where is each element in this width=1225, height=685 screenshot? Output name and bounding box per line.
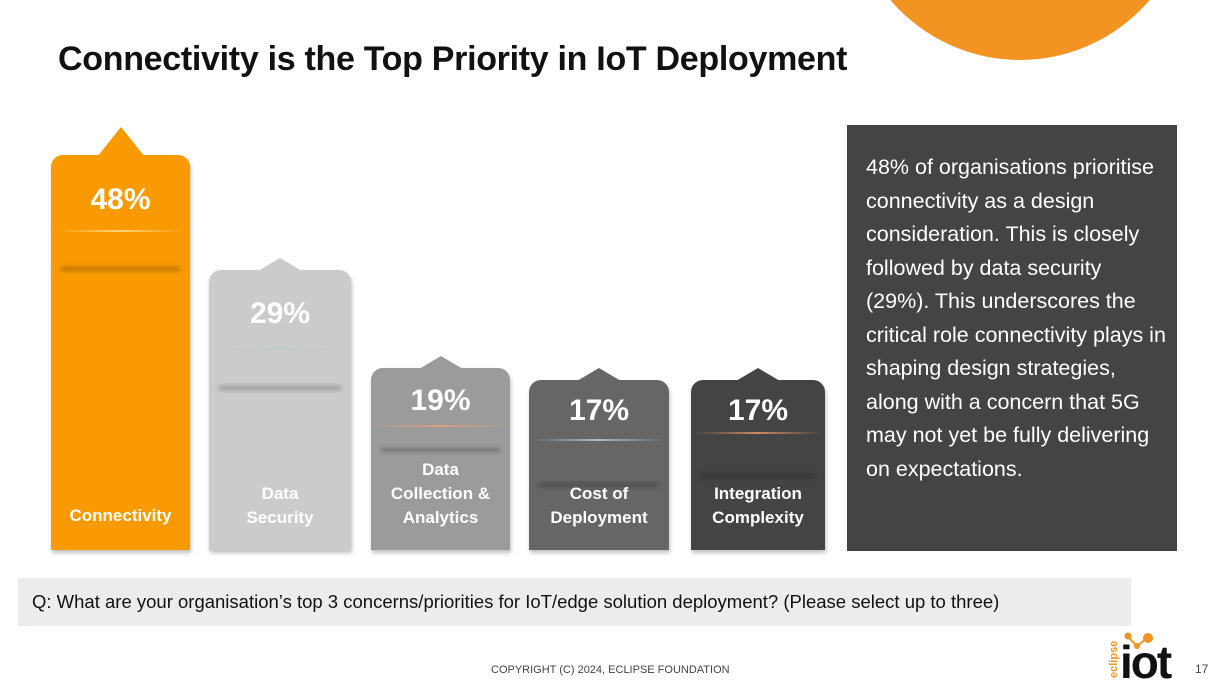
description-box: 48% of organisations prioritise connecti… bbox=[847, 125, 1177, 551]
category-label-line: Integration bbox=[714, 484, 802, 503]
shadow-line bbox=[381, 448, 500, 452]
category-label: Integration Complexity bbox=[691, 482, 825, 530]
category-label-line: Data bbox=[261, 484, 299, 503]
category-label-line: Analytics bbox=[402, 508, 479, 527]
bar-pointer bbox=[258, 258, 302, 271]
bar-cost-of-deployment: 17% Cost of Deployment bbox=[529, 368, 669, 550]
category-label-line: Deployment bbox=[550, 508, 648, 527]
survey-question: Q: What are your organisation’s top 3 co… bbox=[18, 578, 1131, 626]
shadow-line bbox=[219, 386, 341, 390]
category-label: Data Collection & Analytics bbox=[371, 458, 510, 530]
category-label: Cost of Deployment bbox=[529, 482, 669, 530]
category-label-line: Data bbox=[422, 460, 459, 479]
bar-pointer bbox=[736, 368, 780, 381]
highlight-line bbox=[695, 432, 821, 434]
page-title: Connectivity is the Top Priority in IoT … bbox=[58, 40, 848, 78]
bar-data-security: 29% Data Security bbox=[209, 258, 351, 550]
eclipse-iot-logo: eclipse iot bbox=[1108, 632, 1174, 682]
highlight-line bbox=[375, 425, 506, 427]
highlight-line bbox=[55, 230, 186, 232]
category-label: Data Security bbox=[209, 482, 351, 530]
bar-connectivity: 48% Connectivity bbox=[51, 127, 190, 550]
category-label-line: Security bbox=[246, 508, 314, 527]
category-label: Connectivity bbox=[51, 504, 190, 528]
page-number: 17 bbox=[1195, 662, 1209, 676]
data-label: 17% bbox=[727, 394, 789, 427]
svg-text:eclipse: eclipse bbox=[1108, 641, 1120, 678]
category-label-line: Cost of bbox=[569, 484, 629, 503]
data-label: 19% bbox=[410, 384, 471, 417]
copyright-text: COPYRIGHT (C) 2024, ECLIPSE FOUNDATION bbox=[491, 664, 730, 676]
data-label: 29% bbox=[249, 297, 311, 330]
decorative-orange-circle bbox=[850, 0, 1190, 60]
category-label-line: Collection & bbox=[390, 484, 491, 503]
shadow-line bbox=[61, 267, 180, 271]
svg-text:iot: iot bbox=[1120, 636, 1172, 682]
category-label-line: Connectivity bbox=[69, 506, 172, 525]
bar-pointer bbox=[577, 368, 621, 381]
highlight-line bbox=[213, 348, 347, 350]
shadow-line bbox=[701, 474, 815, 478]
category-label-line: Complexity bbox=[712, 508, 804, 527]
highlight-line bbox=[533, 439, 665, 441]
data-label: 17% bbox=[568, 394, 630, 427]
bar-pointer bbox=[418, 356, 463, 369]
bar-integration-complexity: 17% Integration Complexity bbox=[691, 368, 825, 550]
shadow-line bbox=[539, 483, 659, 487]
bar-data-collection-analytics: 19% Data Collection & Analytics bbox=[371, 356, 510, 550]
bar-pointer bbox=[96, 127, 145, 157]
data-label: 48% bbox=[90, 183, 151, 216]
